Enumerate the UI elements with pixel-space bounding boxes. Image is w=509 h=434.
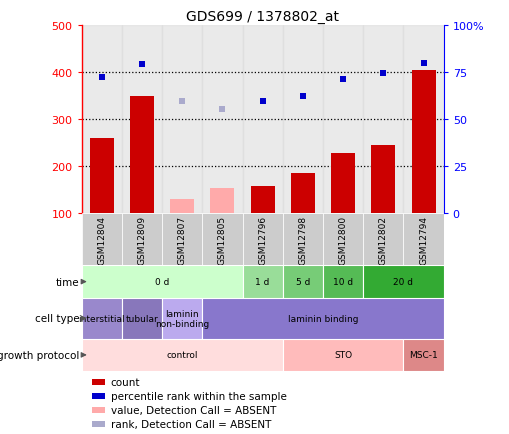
- Text: time: time: [56, 277, 79, 287]
- Bar: [403, 339, 443, 371]
- Bar: [202, 26, 242, 213]
- Text: cell type: cell type: [35, 313, 79, 323]
- Bar: [362, 213, 403, 266]
- Bar: [130, 97, 154, 213]
- Bar: [411, 70, 435, 213]
- Bar: [90, 138, 114, 213]
- Text: GSM12809: GSM12809: [137, 215, 146, 264]
- Text: GSM12804: GSM12804: [97, 215, 106, 264]
- Bar: [282, 266, 322, 298]
- Bar: [242, 26, 282, 213]
- Bar: [202, 298, 443, 339]
- Bar: [330, 153, 354, 213]
- Bar: [81, 26, 122, 213]
- Bar: [210, 189, 234, 213]
- Text: GSM12794: GSM12794: [418, 215, 427, 264]
- Text: MSC-1: MSC-1: [408, 351, 437, 359]
- Bar: [162, 26, 202, 213]
- Bar: [81, 213, 122, 266]
- Bar: [122, 26, 162, 213]
- Bar: [162, 298, 202, 339]
- Text: tubular: tubular: [125, 314, 158, 323]
- Text: value, Detection Call = ABSENT: value, Detection Call = ABSENT: [110, 405, 275, 415]
- Bar: [242, 266, 282, 298]
- Text: growth protocol: growth protocol: [0, 350, 79, 360]
- Bar: [371, 145, 394, 213]
- Text: 1 d: 1 d: [255, 277, 269, 286]
- Bar: [362, 26, 403, 213]
- Bar: [81, 266, 242, 298]
- Bar: [202, 213, 242, 266]
- Bar: [92, 393, 105, 399]
- Bar: [122, 298, 162, 339]
- Bar: [403, 26, 443, 213]
- Bar: [282, 26, 322, 213]
- Bar: [170, 199, 194, 213]
- Bar: [81, 339, 282, 371]
- Bar: [362, 266, 443, 298]
- Bar: [322, 26, 362, 213]
- Text: GSM12798: GSM12798: [298, 215, 307, 264]
- Bar: [162, 213, 202, 266]
- Bar: [242, 213, 282, 266]
- Text: GSM12807: GSM12807: [177, 215, 186, 264]
- Text: interstitial: interstitial: [78, 314, 125, 323]
- Bar: [322, 266, 362, 298]
- Text: GSM12805: GSM12805: [217, 215, 227, 264]
- Text: 5 d: 5 d: [295, 277, 309, 286]
- Bar: [92, 379, 105, 385]
- Bar: [290, 174, 315, 213]
- Bar: [81, 298, 122, 339]
- Bar: [282, 339, 403, 371]
- Text: STO: STO: [333, 351, 352, 359]
- Bar: [403, 213, 443, 266]
- Text: count: count: [110, 377, 140, 387]
- Bar: [322, 213, 362, 266]
- Bar: [282, 213, 322, 266]
- Bar: [250, 186, 274, 213]
- Text: GSM12796: GSM12796: [258, 215, 267, 264]
- Text: control: control: [166, 351, 197, 359]
- Text: 20 d: 20 d: [393, 277, 413, 286]
- Text: GSM12800: GSM12800: [338, 215, 347, 264]
- Text: laminin
non-binding: laminin non-binding: [155, 309, 209, 328]
- Text: GSM12802: GSM12802: [378, 215, 387, 264]
- Text: 10 d: 10 d: [332, 277, 353, 286]
- Title: GDS699 / 1378802_at: GDS699 / 1378802_at: [186, 10, 338, 23]
- Text: laminin binding: laminin binding: [287, 314, 357, 323]
- Bar: [92, 407, 105, 413]
- Text: 0 d: 0 d: [155, 277, 169, 286]
- Bar: [122, 213, 162, 266]
- Text: percentile rank within the sample: percentile rank within the sample: [110, 391, 286, 401]
- Bar: [92, 421, 105, 427]
- Text: rank, Detection Call = ABSENT: rank, Detection Call = ABSENT: [110, 419, 270, 429]
